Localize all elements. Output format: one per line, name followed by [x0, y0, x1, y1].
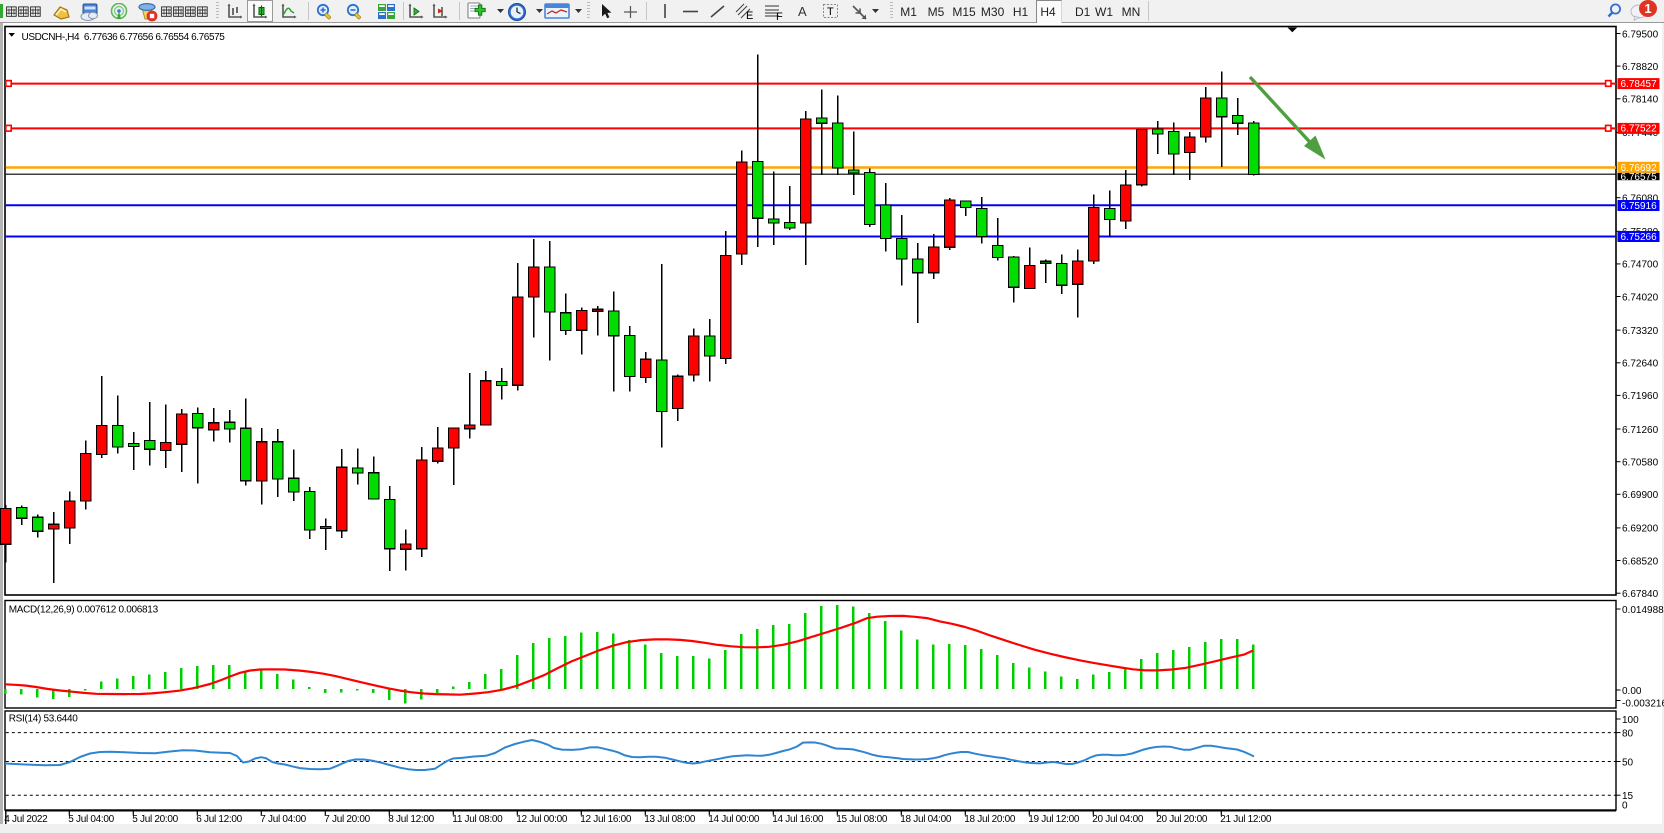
svg-text:20 Jul 04:00: 20 Jul 04:00 [1092, 814, 1144, 825]
svg-text:0.014988: 0.014988 [1622, 605, 1664, 616]
svg-text:8 Jul 12:00: 8 Jul 12:00 [388, 814, 434, 825]
svg-text:80: 80 [1622, 728, 1634, 739]
svg-text:50: 50 [1622, 757, 1634, 768]
svg-text:6.74700: 6.74700 [1622, 260, 1659, 271]
svg-text:6.78457: 6.78457 [1621, 79, 1658, 90]
svg-text:18 Jul 20:00: 18 Jul 20:00 [964, 814, 1016, 825]
svg-text:4 Jul 2022: 4 Jul 2022 [4, 814, 48, 825]
svg-text:6.76575: 6.76575 [1621, 172, 1658, 183]
svg-text:12 Jul 00:00: 12 Jul 00:00 [516, 814, 568, 825]
svg-text:6.69900: 6.69900 [1622, 490, 1659, 501]
svg-text:0.00: 0.00 [1622, 686, 1642, 697]
svg-text:6.73320: 6.73320 [1622, 326, 1659, 337]
svg-text:14 Jul 16:00: 14 Jul 16:00 [772, 814, 824, 825]
svg-text:5 Jul 04:00: 5 Jul 04:00 [68, 814, 114, 825]
svg-text:6.72640: 6.72640 [1622, 359, 1659, 370]
svg-text:13 Jul 08:00: 13 Jul 08:00 [644, 814, 696, 825]
svg-text:6.76080: 6.76080 [1622, 194, 1659, 205]
svg-text:21 Jul 12:00: 21 Jul 12:00 [1220, 814, 1272, 825]
svg-text:6.77522: 6.77522 [1621, 124, 1658, 135]
svg-text:6.71960: 6.71960 [1622, 391, 1659, 402]
svg-text:RSI(14) 53.6440: RSI(14) 53.6440 [9, 713, 79, 724]
svg-text:6.67840: 6.67840 [1622, 589, 1659, 600]
svg-text:USDCNH-,H4 6.77636 6.77656 6.: USDCNH-,H4 6.77636 6.77656 6.76554 6.765… [22, 32, 226, 43]
svg-text:6 Jul 12:00: 6 Jul 12:00 [196, 814, 242, 825]
svg-text:F: F [776, 11, 783, 21]
svg-text:6.75916: 6.75916 [1621, 201, 1658, 212]
svg-text:6.71260: 6.71260 [1622, 425, 1659, 436]
svg-text:6.78140: 6.78140 [1622, 95, 1659, 106]
svg-text:15: 15 [1622, 791, 1634, 802]
svg-text:-0.003216: -0.003216 [1622, 698, 1664, 709]
svg-text:6.74020: 6.74020 [1622, 292, 1659, 303]
svg-text:7 Jul 04:00: 7 Jul 04:00 [260, 814, 306, 825]
svg-text:T: T [827, 6, 834, 18]
svg-text:15 Jul 08:00: 15 Jul 08:00 [836, 814, 888, 825]
svg-text:7 Jul 20:00: 7 Jul 20:00 [324, 814, 370, 825]
svg-text:6.76692: 6.76692 [1621, 163, 1658, 174]
svg-text:18 Jul 04:00: 18 Jul 04:00 [900, 814, 952, 825]
svg-text:100: 100 [1622, 715, 1639, 726]
svg-text:6.68520: 6.68520 [1622, 556, 1659, 567]
svg-text:MACD(12,26,9) 0.007612 0.00681: MACD(12,26,9) 0.007612 0.006813 [9, 605, 159, 616]
svg-text:E: E [746, 10, 753, 21]
svg-text:20 Jul 20:00: 20 Jul 20:00 [1156, 814, 1208, 825]
svg-text:6.70580: 6.70580 [1622, 458, 1659, 469]
svg-text:5 Jul 20:00: 5 Jul 20:00 [132, 814, 178, 825]
svg-text:6.78820: 6.78820 [1622, 62, 1659, 73]
svg-text:6.69200: 6.69200 [1622, 524, 1659, 535]
svg-text:19 Jul 12:00: 19 Jul 12:00 [1028, 814, 1080, 825]
svg-text:11 Jul 08:00: 11 Jul 08:00 [452, 814, 503, 825]
svg-text:12 Jul 16:00: 12 Jul 16:00 [580, 814, 632, 825]
svg-text:6.75266: 6.75266 [1621, 232, 1658, 243]
svg-text:0: 0 [1622, 801, 1628, 812]
svg-text:14 Jul 00:00: 14 Jul 00:00 [708, 814, 760, 825]
svg-text:6.79500: 6.79500 [1622, 29, 1659, 40]
